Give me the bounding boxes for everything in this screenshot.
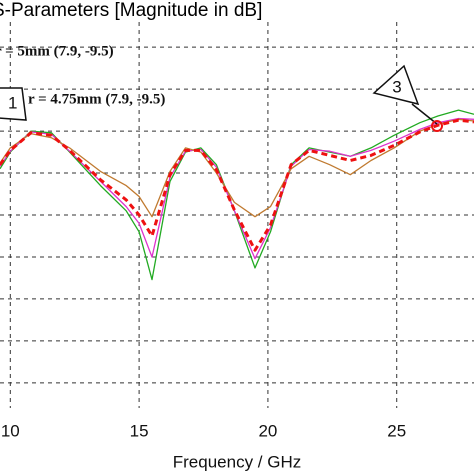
marker-point — [431, 120, 443, 132]
marker-label: 3 — [392, 77, 401, 96]
x-tick-label: 25 — [387, 421, 406, 440]
legend-entry: r = 5mm (7.9, -9.5) — [0, 43, 114, 59]
chart-title: S-Parameters [Magnitude in dB] — [0, 0, 262, 21]
series-line — [0, 118, 474, 218]
series-line — [0, 117, 474, 260]
legend-entry: r = 4.75mm (7.9, -9.5) — [28, 91, 165, 107]
series-line — [0, 118, 474, 252]
marker-leader — [411, 103, 438, 125]
series-line — [0, 109, 474, 281]
marker-label: 1 — [8, 93, 17, 112]
x-tick-label: 20 — [258, 421, 277, 440]
marker-callout — [372, 64, 420, 106]
x-tick-label: 15 — [130, 421, 149, 440]
x-tick-label: 10 — [1, 421, 20, 440]
marker-callout — [0, 87, 27, 121]
x-axis-label: Frequency / GHz — [173, 452, 302, 471]
